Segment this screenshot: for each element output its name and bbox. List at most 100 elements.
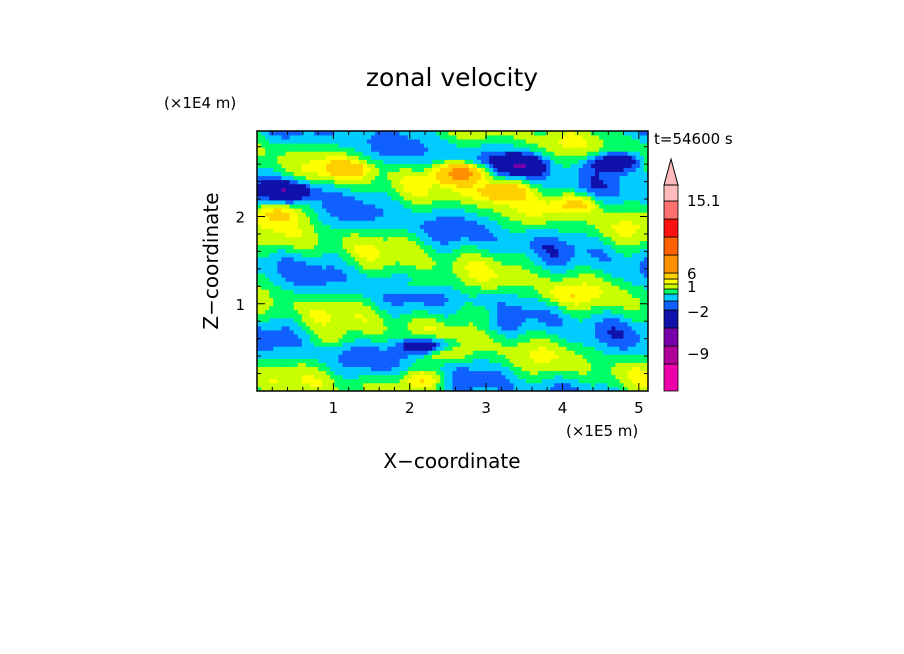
field-cell (314, 321, 319, 327)
field-cell (440, 285, 445, 290)
field-cell (432, 265, 437, 270)
field-cell (558, 366, 563, 372)
field-cell (501, 338, 506, 343)
field-cell (371, 143, 376, 148)
field-cell (533, 216, 539, 221)
field-cell (554, 131, 559, 136)
field-cell (375, 155, 380, 160)
field-cell (289, 151, 295, 156)
field-cell (436, 362, 441, 368)
field-cell (538, 187, 543, 193)
field-cell (322, 248, 327, 254)
field-cell (460, 309, 466, 315)
field-cell (362, 313, 368, 319)
field-cell (554, 147, 559, 152)
field-cell (277, 248, 282, 254)
field-cell (554, 236, 559, 242)
field-cell (550, 378, 555, 384)
field-cell (419, 135, 425, 140)
field-cell (358, 338, 364, 343)
field-cell (269, 151, 274, 156)
field-cell (554, 305, 559, 311)
field-cell (460, 244, 466, 250)
field-cell (505, 147, 510, 152)
field-cell (476, 179, 482, 185)
field-cell (411, 236, 417, 242)
field-cell (460, 346, 466, 351)
field-cell (391, 350, 396, 355)
field-cell (550, 155, 555, 160)
field-cell (350, 305, 356, 311)
field-cell (387, 163, 392, 168)
field-cell (322, 342, 327, 347)
field-cell (460, 232, 466, 238)
field-cell (468, 200, 474, 205)
field-cell (550, 362, 555, 368)
field-cell (546, 293, 551, 298)
field-cell (314, 179, 319, 185)
field-cell (318, 191, 323, 197)
field-cell (261, 321, 266, 327)
field-cell (265, 224, 270, 229)
field-cell (399, 191, 405, 197)
field-cell (297, 362, 303, 368)
field-cell (460, 277, 466, 282)
field-cell (277, 244, 282, 250)
field-cell (383, 326, 388, 331)
field-cell (362, 350, 368, 355)
field-cell (257, 208, 262, 213)
field-cell (358, 350, 364, 355)
field-cell (472, 191, 478, 197)
field-cell (273, 204, 278, 209)
field-cell (436, 159, 441, 164)
field-cell (309, 301, 315, 307)
field-cell (460, 321, 466, 327)
field-cell (391, 232, 396, 238)
field-cell (517, 289, 523, 294)
field-cell (533, 232, 539, 238)
field-cell (415, 313, 421, 319)
field-cell (489, 220, 494, 225)
field-cell (399, 131, 405, 136)
field-cell (330, 358, 335, 363)
field-cell (391, 163, 396, 168)
field-cell (570, 236, 576, 242)
field-cell (350, 131, 356, 136)
field-cell (456, 179, 462, 185)
field-cell (485, 143, 490, 148)
field-cell (257, 382, 262, 388)
field-cell (468, 151, 474, 156)
field-cell (309, 232, 315, 238)
field-cell (452, 204, 457, 209)
field-cell (456, 281, 462, 286)
field-cell (322, 289, 327, 294)
field-cell (415, 346, 421, 351)
field-cell (399, 293, 405, 298)
field-cell (346, 147, 352, 152)
field-cell (509, 220, 514, 225)
field-cell (472, 301, 478, 307)
field-cell (322, 232, 327, 238)
field-cell (562, 358, 567, 363)
field-cell (366, 151, 372, 156)
field-cell (350, 297, 356, 303)
field-cell (485, 147, 490, 152)
field-cell (460, 265, 466, 270)
field-cell (309, 330, 315, 335)
field-cell (464, 212, 470, 217)
field-cell (570, 244, 576, 250)
field-cell (257, 159, 262, 164)
field-cell (334, 143, 339, 148)
field-cell (362, 354, 368, 359)
field-cell (261, 265, 266, 270)
field-cell (257, 143, 262, 148)
field-cell (562, 167, 567, 173)
field-cell (387, 273, 392, 278)
field-cell (354, 330, 360, 335)
field-cell (538, 297, 543, 303)
field-cell (281, 212, 286, 217)
field-cell (407, 261, 413, 266)
field-cell (407, 155, 413, 160)
field-cell (346, 163, 352, 168)
field-cell (428, 187, 433, 193)
